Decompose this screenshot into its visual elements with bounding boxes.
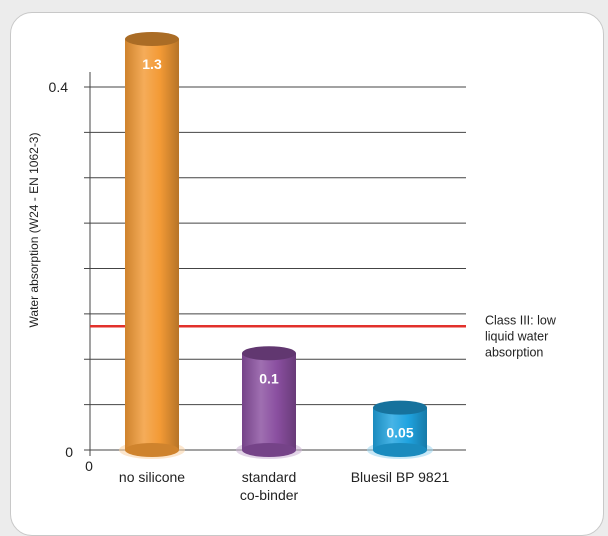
x-origin-label: 0 (85, 458, 93, 474)
bar-body (242, 353, 296, 450)
text-layer: Water absorption (W24 - EN 1062-3) 0.4 0… (27, 79, 557, 503)
bar-bottom (125, 443, 179, 457)
chart: 1.3 0.1 0.05 Water absorption (W24 - EN 10… (27, 32, 557, 503)
bar-bottom (373, 443, 427, 457)
bar-body (373, 407, 427, 450)
bar-top (242, 346, 296, 361)
bar-top (373, 400, 427, 415)
y-tick-top: 0.4 (49, 79, 69, 95)
bar-value-label: 0.05 (386, 425, 413, 441)
x-category-label: standard co-binder (240, 469, 299, 503)
bar-layer: 1.3 0.1 0.05 (119, 32, 433, 459)
chart-frame (10, 12, 604, 536)
bar-body (125, 39, 179, 450)
bar: 0.05 (367, 400, 433, 459)
y-tick-zero: 0 (65, 444, 73, 460)
y-axis-label: Water absorption (W24 - EN 1062-3) (27, 133, 41, 328)
threshold-annotation: Class III: low liquid water absorption (485, 313, 557, 359)
x-category-label: no silicone (119, 469, 185, 485)
bar: 1.3 (119, 32, 185, 459)
x-category-label: Bluesil BP 9821 (351, 469, 450, 485)
bar-bottom (242, 443, 296, 457)
bar-value-label: 1.3 (142, 56, 162, 72)
bar-top (125, 32, 179, 46)
bar-value-label: 0.1 (259, 370, 279, 386)
bar: 0.1 (236, 346, 302, 459)
